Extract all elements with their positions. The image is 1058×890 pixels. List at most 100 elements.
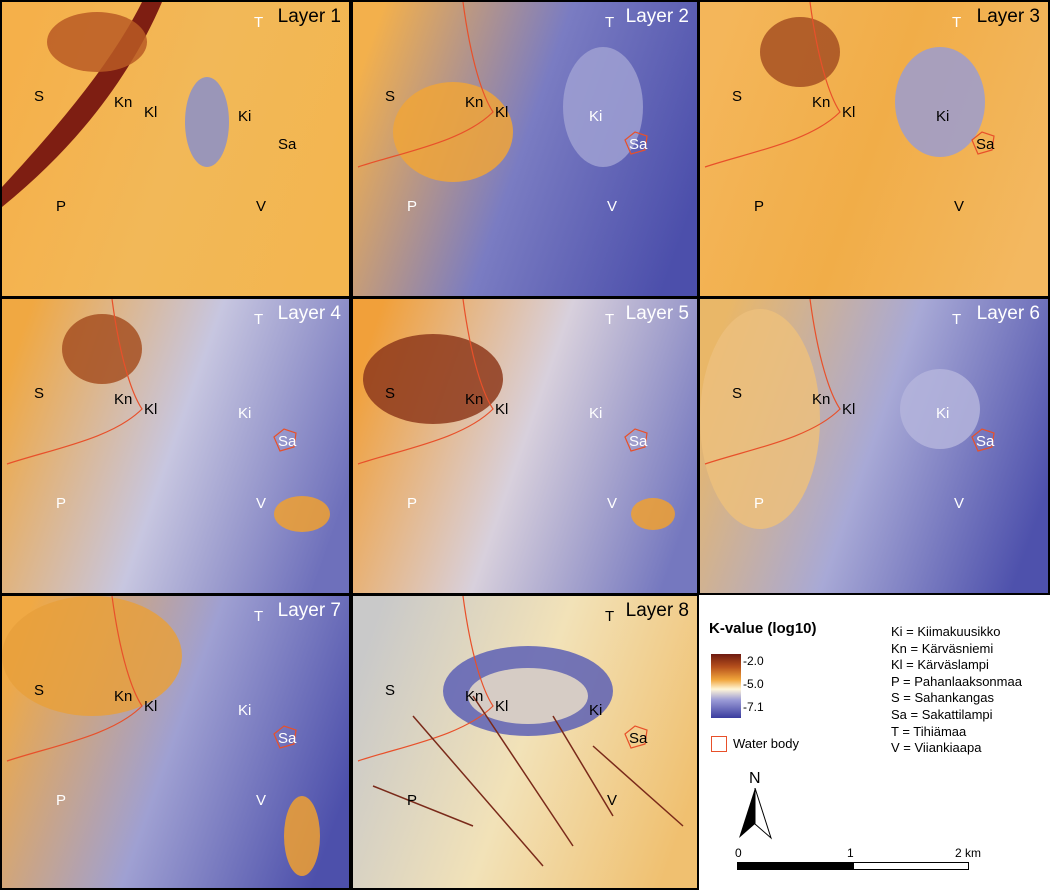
map-image [2, 2, 351, 298]
site-label: Kl [144, 401, 157, 418]
site-label: P [407, 495, 417, 512]
site-label: S [34, 682, 44, 699]
site-label: P [754, 198, 764, 215]
raster-zone [631, 498, 675, 530]
site-label: Kl [842, 401, 855, 418]
site-label: T [254, 14, 263, 31]
site-label: Ki [238, 405, 251, 422]
site-label: Kn [812, 391, 830, 408]
panel-title: Layer 2 [626, 6, 689, 28]
site-label: Sa [278, 730, 296, 747]
legend-tick: -7.1 [743, 700, 764, 714]
scale-label: 2 km [955, 846, 981, 860]
site-label: V [607, 792, 617, 809]
site-label: V [256, 198, 266, 215]
site-label: Kn [114, 94, 132, 111]
site-label: Kn [465, 688, 483, 705]
site-label: Kl [495, 401, 508, 418]
raster-zone [363, 334, 503, 424]
site-label: Kn [465, 391, 483, 408]
site-label: Kl [842, 104, 855, 121]
site-label: V [256, 495, 266, 512]
site-label: Kl [144, 698, 157, 715]
site-label: S [34, 88, 44, 105]
site-label: S [732, 385, 742, 402]
map-image [2, 299, 351, 595]
site-label: Sa [629, 136, 647, 153]
site-label: S [732, 88, 742, 105]
site-label: Kl [495, 698, 508, 715]
site-label: Sa [278, 136, 296, 153]
color-bar [711, 654, 741, 718]
abbreviation: P = Pahanlaaksonmaa [891, 674, 1022, 691]
scale-bar [853, 862, 969, 870]
site-label: Kn [114, 688, 132, 705]
site-label: Sa [976, 136, 994, 153]
site-label: S [385, 88, 395, 105]
abbreviation: Kl = Kärväslampi [891, 657, 1022, 674]
scale-label: 1 [847, 846, 854, 860]
site-label: P [56, 792, 66, 809]
raster-zone [47, 12, 147, 72]
site-label: V [954, 198, 964, 215]
panel-title: Layer 3 [977, 6, 1040, 28]
site-label: Ki [589, 405, 602, 422]
legend-title: K-value (log10) [709, 620, 817, 637]
site-label: Kn [812, 94, 830, 111]
abbreviation: S = Sahankangas [891, 690, 1022, 707]
site-label: P [754, 495, 764, 512]
site-label: Ki [936, 405, 949, 422]
raster-zone [62, 314, 142, 384]
raster [700, 2, 1050, 298]
site-label: Sa [629, 433, 647, 450]
north-arrow [735, 788, 775, 840]
raster [2, 299, 351, 595]
site-label: V [607, 198, 617, 215]
scale-label: 0 [735, 846, 742, 860]
raster-zone [895, 47, 985, 157]
raster-zone [185, 77, 229, 167]
panel-title: Layer 5 [626, 303, 689, 325]
site-label: Kn [465, 94, 483, 111]
map-image [2, 596, 351, 890]
site-label: P [407, 792, 417, 809]
site-label: Sa [976, 433, 994, 450]
site-label: P [56, 198, 66, 215]
panel-title: Layer 1 [278, 6, 341, 28]
water-label: Water body [733, 736, 799, 751]
site-label: T [605, 608, 614, 625]
abbreviation: Ki = Kiimakuusikko [891, 624, 1022, 641]
site-label: S [34, 385, 44, 402]
site-label: Ki [238, 108, 251, 125]
site-label: Kn [114, 391, 132, 408]
site-label: V [256, 792, 266, 809]
site-label: T [254, 608, 263, 625]
scale-bar [737, 862, 855, 870]
site-label: Kl [144, 104, 157, 121]
legend-tick: -2.0 [743, 654, 764, 668]
map-panel: Layer 3TSKnKlKiSaPV [698, 0, 1050, 298]
water-swatch [711, 736, 727, 752]
site-label: S [385, 682, 395, 699]
panel-title: Layer 4 [278, 303, 341, 325]
site-label: T [952, 311, 961, 328]
site-label: Ki [589, 108, 602, 125]
site-label: P [407, 198, 417, 215]
site-label: T [605, 311, 614, 328]
site-label: V [954, 495, 964, 512]
legend-tick: -5.0 [743, 677, 764, 691]
site-label: Kl [495, 104, 508, 121]
site-label: T [952, 14, 961, 31]
abbreviation: V = Viiankiaapa [891, 740, 1022, 757]
map-image [700, 299, 1050, 595]
figure: K-value (log10) -2.0 -5.0 -7.1 Water bod… [0, 0, 1058, 890]
site-label: Ki [589, 702, 602, 719]
abbreviation: Kn = Kärväsniemi [891, 641, 1022, 658]
north-label: N [749, 770, 761, 788]
